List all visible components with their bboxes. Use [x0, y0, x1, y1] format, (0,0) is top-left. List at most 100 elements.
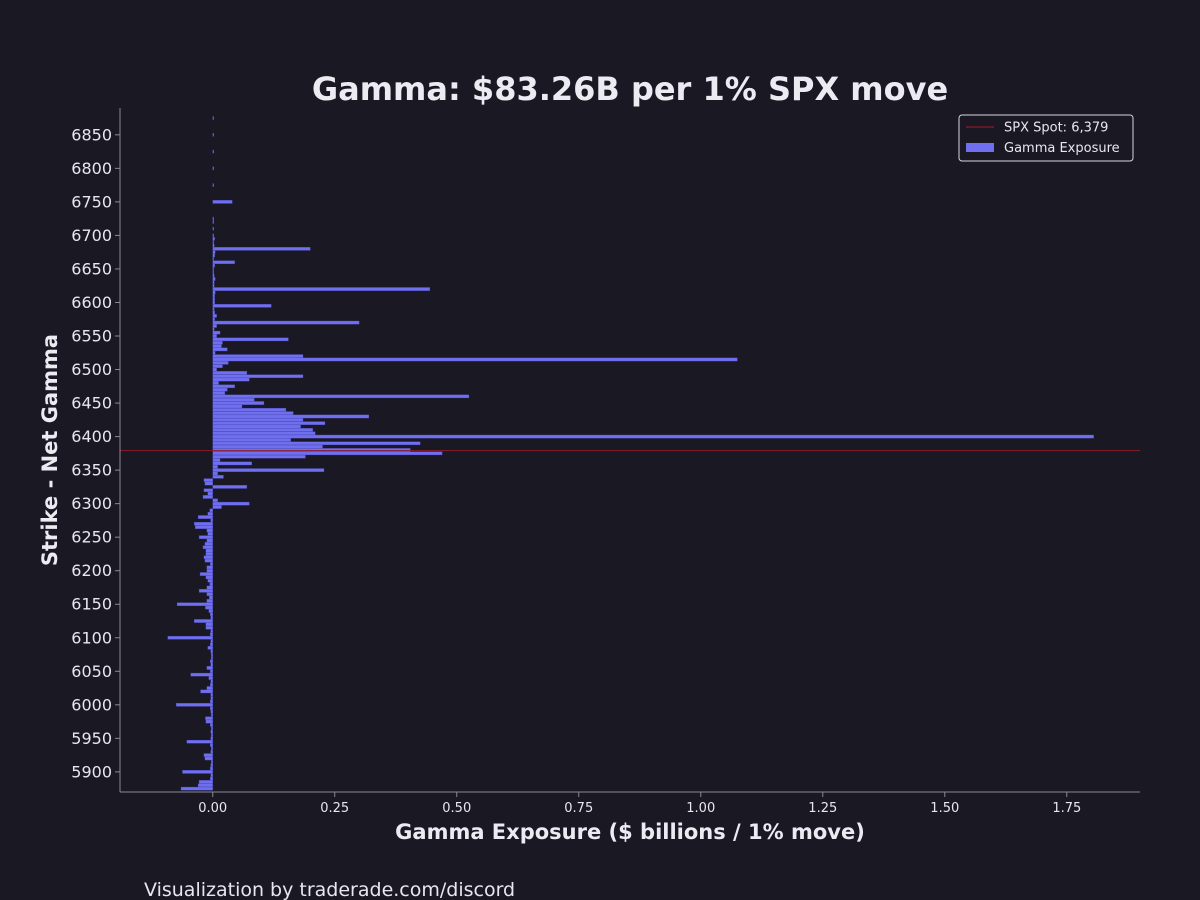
bar-6570	[212, 320, 360, 325]
bar-6510	[212, 361, 229, 365]
bar-5980	[205, 716, 213, 720]
y-tick-label-6650: 6650	[71, 259, 112, 278]
bar-5885	[198, 780, 213, 784]
x-tick-label-1.50: 1.50	[930, 801, 959, 816]
bar-5970	[210, 723, 213, 727]
x-axis-label: Gamma Exposure ($ billions / 1% move)	[395, 820, 865, 844]
bar-6430	[212, 414, 370, 419]
y-axis-label: Strike - Net Gamma	[38, 334, 62, 566]
x-tick-label-0.25: 0.25	[320, 801, 349, 816]
bar-6525	[212, 351, 216, 355]
bar-6110	[210, 629, 213, 633]
bar-6410	[212, 428, 313, 432]
x-tick-label-0.50: 0.50	[442, 801, 471, 816]
y-tick-label-6800: 6800	[71, 159, 112, 178]
bar-6690	[212, 240, 214, 244]
bar-6725	[212, 216, 214, 221]
bar-6610	[212, 294, 215, 298]
bar-6655	[212, 263, 215, 268]
bar-6405	[212, 431, 316, 435]
bar-6550	[212, 334, 217, 338]
bar-6345	[212, 471, 218, 476]
bar-6595	[212, 304, 272, 308]
bar-6275	[210, 518, 213, 523]
bar-5920	[204, 756, 213, 761]
bar-6440	[212, 408, 287, 412]
bar-6040	[208, 676, 213, 680]
bar-6160	[209, 595, 213, 600]
bar-6560	[212, 327, 215, 332]
x-tick-label-1.25: 1.25	[808, 801, 837, 816]
bar-6085	[207, 646, 213, 650]
bar-6255	[207, 532, 213, 536]
y-tick-label-6350: 6350	[71, 461, 112, 480]
bar-6700	[212, 233, 214, 238]
bar-6195	[199, 572, 213, 576]
bar-6030	[210, 682, 213, 687]
bar-5890	[210, 776, 213, 781]
y-tick-label-6300: 6300	[71, 494, 112, 513]
bar-6135	[210, 612, 213, 617]
bar-5945	[186, 739, 213, 744]
bar-6455	[212, 397, 255, 402]
bar-5875	[180, 786, 213, 791]
bar-6490	[212, 374, 304, 378]
bar-6080	[210, 649, 213, 653]
bar-6075	[211, 652, 213, 657]
bar-6250	[198, 535, 213, 539]
bar-6200	[206, 568, 213, 573]
bar-6615	[212, 290, 216, 295]
bar-6055	[206, 666, 213, 670]
bar-6415	[212, 424, 301, 429]
bar-5955	[211, 733, 213, 737]
bar-6315	[207, 491, 213, 496]
bar-6095	[210, 639, 213, 643]
bar-6155	[206, 599, 213, 603]
bar-6450	[212, 401, 265, 405]
bar-5995	[210, 706, 213, 710]
y-tick-label-6600: 6600	[71, 293, 112, 312]
legend-box	[958, 114, 1134, 162]
bar-6270	[194, 522, 213, 526]
bar-5925	[203, 753, 213, 757]
legend-spot-label: SPX Spot: 6,379	[1004, 121, 1108, 136]
bar-6280	[197, 515, 213, 519]
bar-6635	[212, 277, 216, 281]
bar-6365	[212, 458, 221, 462]
bar-6500	[212, 367, 217, 372]
bar-6185	[207, 579, 213, 583]
bar-6265	[195, 525, 213, 529]
bar-5880	[197, 783, 213, 788]
bar-6545	[212, 337, 289, 342]
bar-6720	[212, 220, 214, 224]
bar-6775	[212, 183, 214, 187]
bar-6125	[194, 619, 213, 623]
bar-6060	[210, 662, 213, 667]
bar-5960	[210, 729, 213, 734]
bar-6630	[212, 280, 215, 285]
bar-6105	[210, 632, 213, 637]
bar-5990	[210, 709, 213, 714]
bar-6375	[212, 451, 443, 456]
x-tick-label-1.75: 1.75	[1052, 801, 1081, 816]
bar-6670	[212, 253, 215, 258]
bar-5930	[210, 750, 213, 754]
y-ticks: 5900 5950 6000 6050 6100 6150 6200 6250 6300 6350…	[71, 125, 120, 781]
bar-6150	[176, 602, 213, 606]
bar-6145	[205, 605, 213, 610]
bar-5900	[182, 770, 213, 774]
bar-5975	[205, 719, 213, 724]
bar-6590	[212, 307, 215, 311]
bar-6240	[204, 542, 213, 546]
bar-6710	[212, 226, 214, 231]
bar-6390	[212, 441, 421, 446]
bar-6050	[210, 669, 213, 674]
bar-6215	[204, 558, 213, 563]
bar-5950	[210, 736, 213, 741]
bar-6120	[205, 622, 213, 627]
bar-6420	[212, 421, 326, 425]
y-tick-label-6700: 6700	[71, 226, 112, 245]
bar-6335	[203, 478, 213, 482]
bar-6070	[211, 656, 213, 660]
bar-6530	[212, 347, 228, 352]
